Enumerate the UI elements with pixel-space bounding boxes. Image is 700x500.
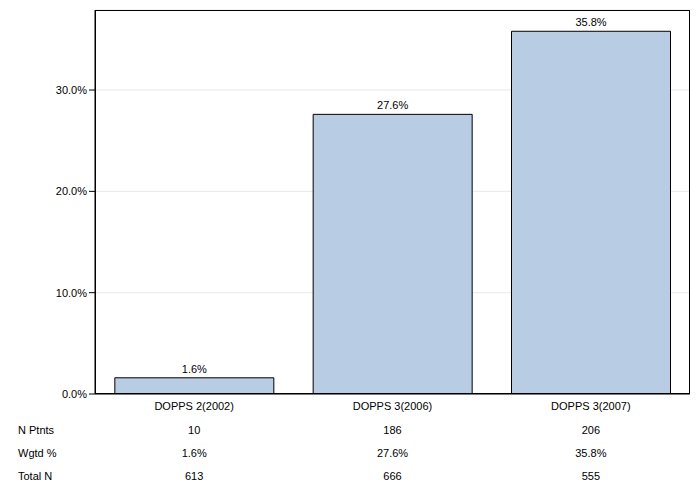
html-text:1.6%: 1.6% (181, 447, 207, 459)
svg-text:DOPPS 3(2007): DOPPS 3(2007) (551, 400, 630, 412)
html-text:555: 555 (581, 470, 600, 482)
html-text:10: 10 (188, 424, 201, 436)
svg-text:30.0%: 30.0% (56, 84, 87, 96)
svg-text:DOPPS 3(2006): DOPPS 3(2006) (353, 400, 432, 412)
html-text:206: 206 (581, 424, 600, 436)
html-text:186: 186 (383, 424, 402, 436)
html-text:Total N: Total N (18, 470, 53, 482)
svg-text:35.8%: 35.8% (575, 16, 606, 28)
svg-text:DOPPS 2(2002): DOPPS 2(2002) (154, 400, 233, 412)
svg-text:27.6%: 27.6% (377, 99, 408, 111)
html-text:666: 666 (383, 470, 402, 482)
svg-text:20.0%: 20.0% (56, 185, 87, 197)
svg-text:1.6%: 1.6% (182, 363, 207, 375)
html-text:27.6%: 27.6% (376, 447, 409, 459)
html-text:613: 613 (185, 470, 204, 482)
svg-text:0.0%: 0.0% (62, 388, 87, 400)
html-text:35.8%: 35.8% (575, 447, 607, 459)
html-text:N Ptnts: N Ptnts (18, 424, 55, 436)
svg-text:10.0%: 10.0% (56, 287, 87, 299)
html-text:Wgtd %: Wgtd % (18, 447, 57, 459)
